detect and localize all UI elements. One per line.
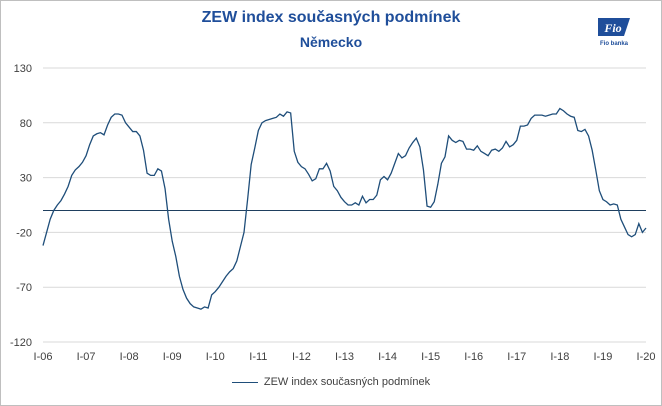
series-line-zew [42, 107, 647, 310]
y-tick-label: 80 [20, 118, 32, 130]
y-tick-label: -20 [16, 227, 32, 239]
x-tick-label: I-13 [335, 351, 354, 363]
y-tick-label: -70 [16, 282, 32, 294]
y-tick-label: 30 [20, 173, 32, 185]
x-tick-label: I-15 [421, 351, 440, 363]
x-tick-label: I-06 [34, 351, 53, 363]
fio-logo-shape [598, 18, 630, 36]
legend-label: ZEW index současných podmínek [263, 376, 431, 388]
chart-subtitle: Německo [299, 34, 363, 50]
gridlines [43, 67, 646, 343]
x-axis-ticks: I-06 I-07 I-08 I-09 I-10 I-11 I-12 I-13 I-14 I-15… [34, 351, 656, 363]
x-tick-label: I-07 [77, 351, 96, 363]
chart-title: ZEW index současných podmínek [201, 9, 461, 26]
x-tick-label: I-19 [593, 351, 612, 363]
legend-swatch [231, 381, 258, 383]
legend: ZEW index současných podmínek [0, 376, 662, 392]
x-tick-label: I-12 [292, 351, 311, 363]
x-tick-label: I-16 [464, 351, 483, 363]
x-tick-label: I-10 [206, 351, 225, 363]
x-tick-label: I-17 [507, 351, 526, 363]
x-tick-label: I-11 [249, 351, 267, 363]
x-tick-label: I-08 [120, 351, 139, 363]
x-tick-label: I-20 [637, 351, 656, 363]
x-tick-label: I-18 [550, 351, 569, 363]
y-tick-label: -120 [10, 337, 32, 349]
y-tick-label: 130 [14, 63, 32, 75]
fio-logo-caption: Fio banka [600, 41, 629, 47]
x-tick-label: I-09 [163, 351, 182, 363]
fio-logo-text: Fio [603, 21, 621, 35]
y-axis-ticks: 130 80 30 -20 -70 -120 [10, 63, 32, 349]
fio-logo: Fio Fio banka [598, 18, 630, 47]
x-tick-label: I-14 [378, 351, 397, 363]
